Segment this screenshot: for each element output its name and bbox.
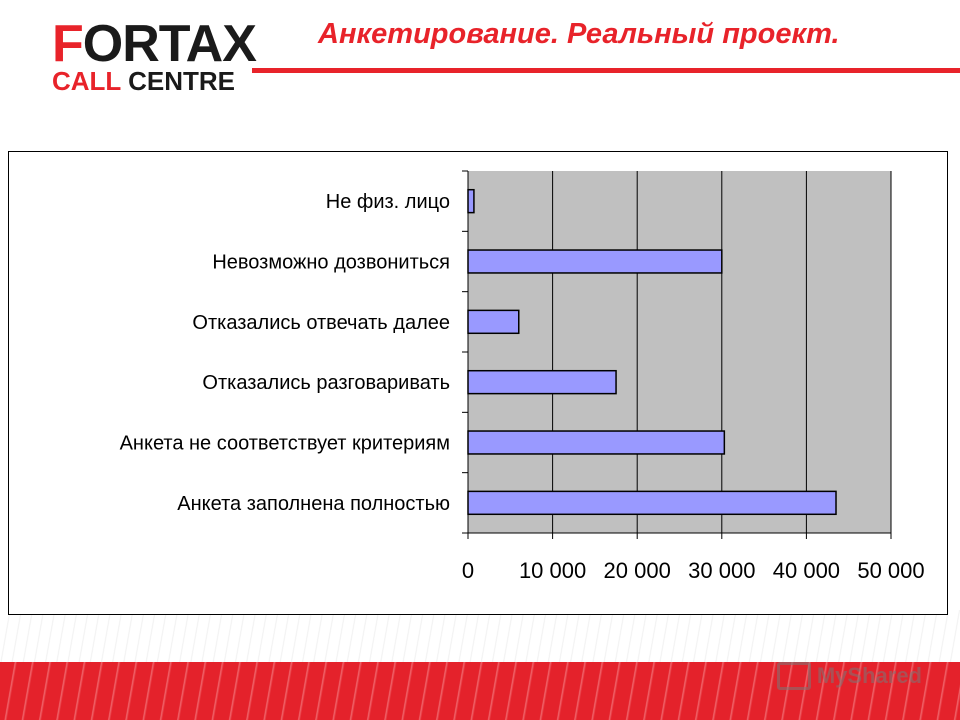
watermark-icon <box>776 662 811 690</box>
header-divider <box>252 68 960 73</box>
chart-frame: 0 10 000 20 000 30 000 40 000 50 000 Не физ. л… <box>8 151 948 615</box>
category-label: Невозможно дозвониться <box>212 252 450 274</box>
fortax-logo: FORTAX CALL CENTRE <box>52 18 257 96</box>
logo-sub-call: CALL <box>52 66 121 96</box>
logo-subtitle: CALL CENTRE <box>52 68 235 94</box>
logo-wordmark: FORTAX <box>52 15 257 73</box>
category-label: Не физ. лицо <box>326 191 450 213</box>
logo-letters-ortax: ORTAX <box>82 15 257 73</box>
logo-sub-centre: CENTRE <box>120 66 235 96</box>
category-label: Анкета не соответствует критериям <box>120 433 450 455</box>
watermark-text: MyShared <box>816 663 922 688</box>
slide-title: Анкетирование. Реальный проект. <box>318 18 840 50</box>
x-tick-label: 40 000 <box>773 558 840 583</box>
watermark: MyShared <box>776 662 922 690</box>
logo-letter-f: F <box>52 15 84 73</box>
category-label: Отказались разговаривать <box>202 372 450 394</box>
category-label: Анкета заполнена полностью <box>177 493 450 515</box>
bar <box>467 249 723 274</box>
x-tick-label: 20 000 <box>604 558 671 583</box>
bar-chart: 0 10 000 20 000 30 000 40 000 50 000 Не физ. л… <box>120 170 925 583</box>
plot-area <box>468 171 891 533</box>
x-tick-label: 10 000 <box>519 558 586 583</box>
category-label: Отказались отвечать далее <box>192 312 450 334</box>
x-tick-label: 50 000 <box>857 558 924 583</box>
bar <box>467 430 726 455</box>
bar <box>467 309 520 335</box>
x-tick-label: 30 000 <box>688 558 755 583</box>
footer-red-bar <box>0 662 960 720</box>
bar <box>467 490 837 516</box>
bar <box>467 188 475 214</box>
bar <box>467 369 617 395</box>
x-tick-label: 0 <box>462 558 474 583</box>
